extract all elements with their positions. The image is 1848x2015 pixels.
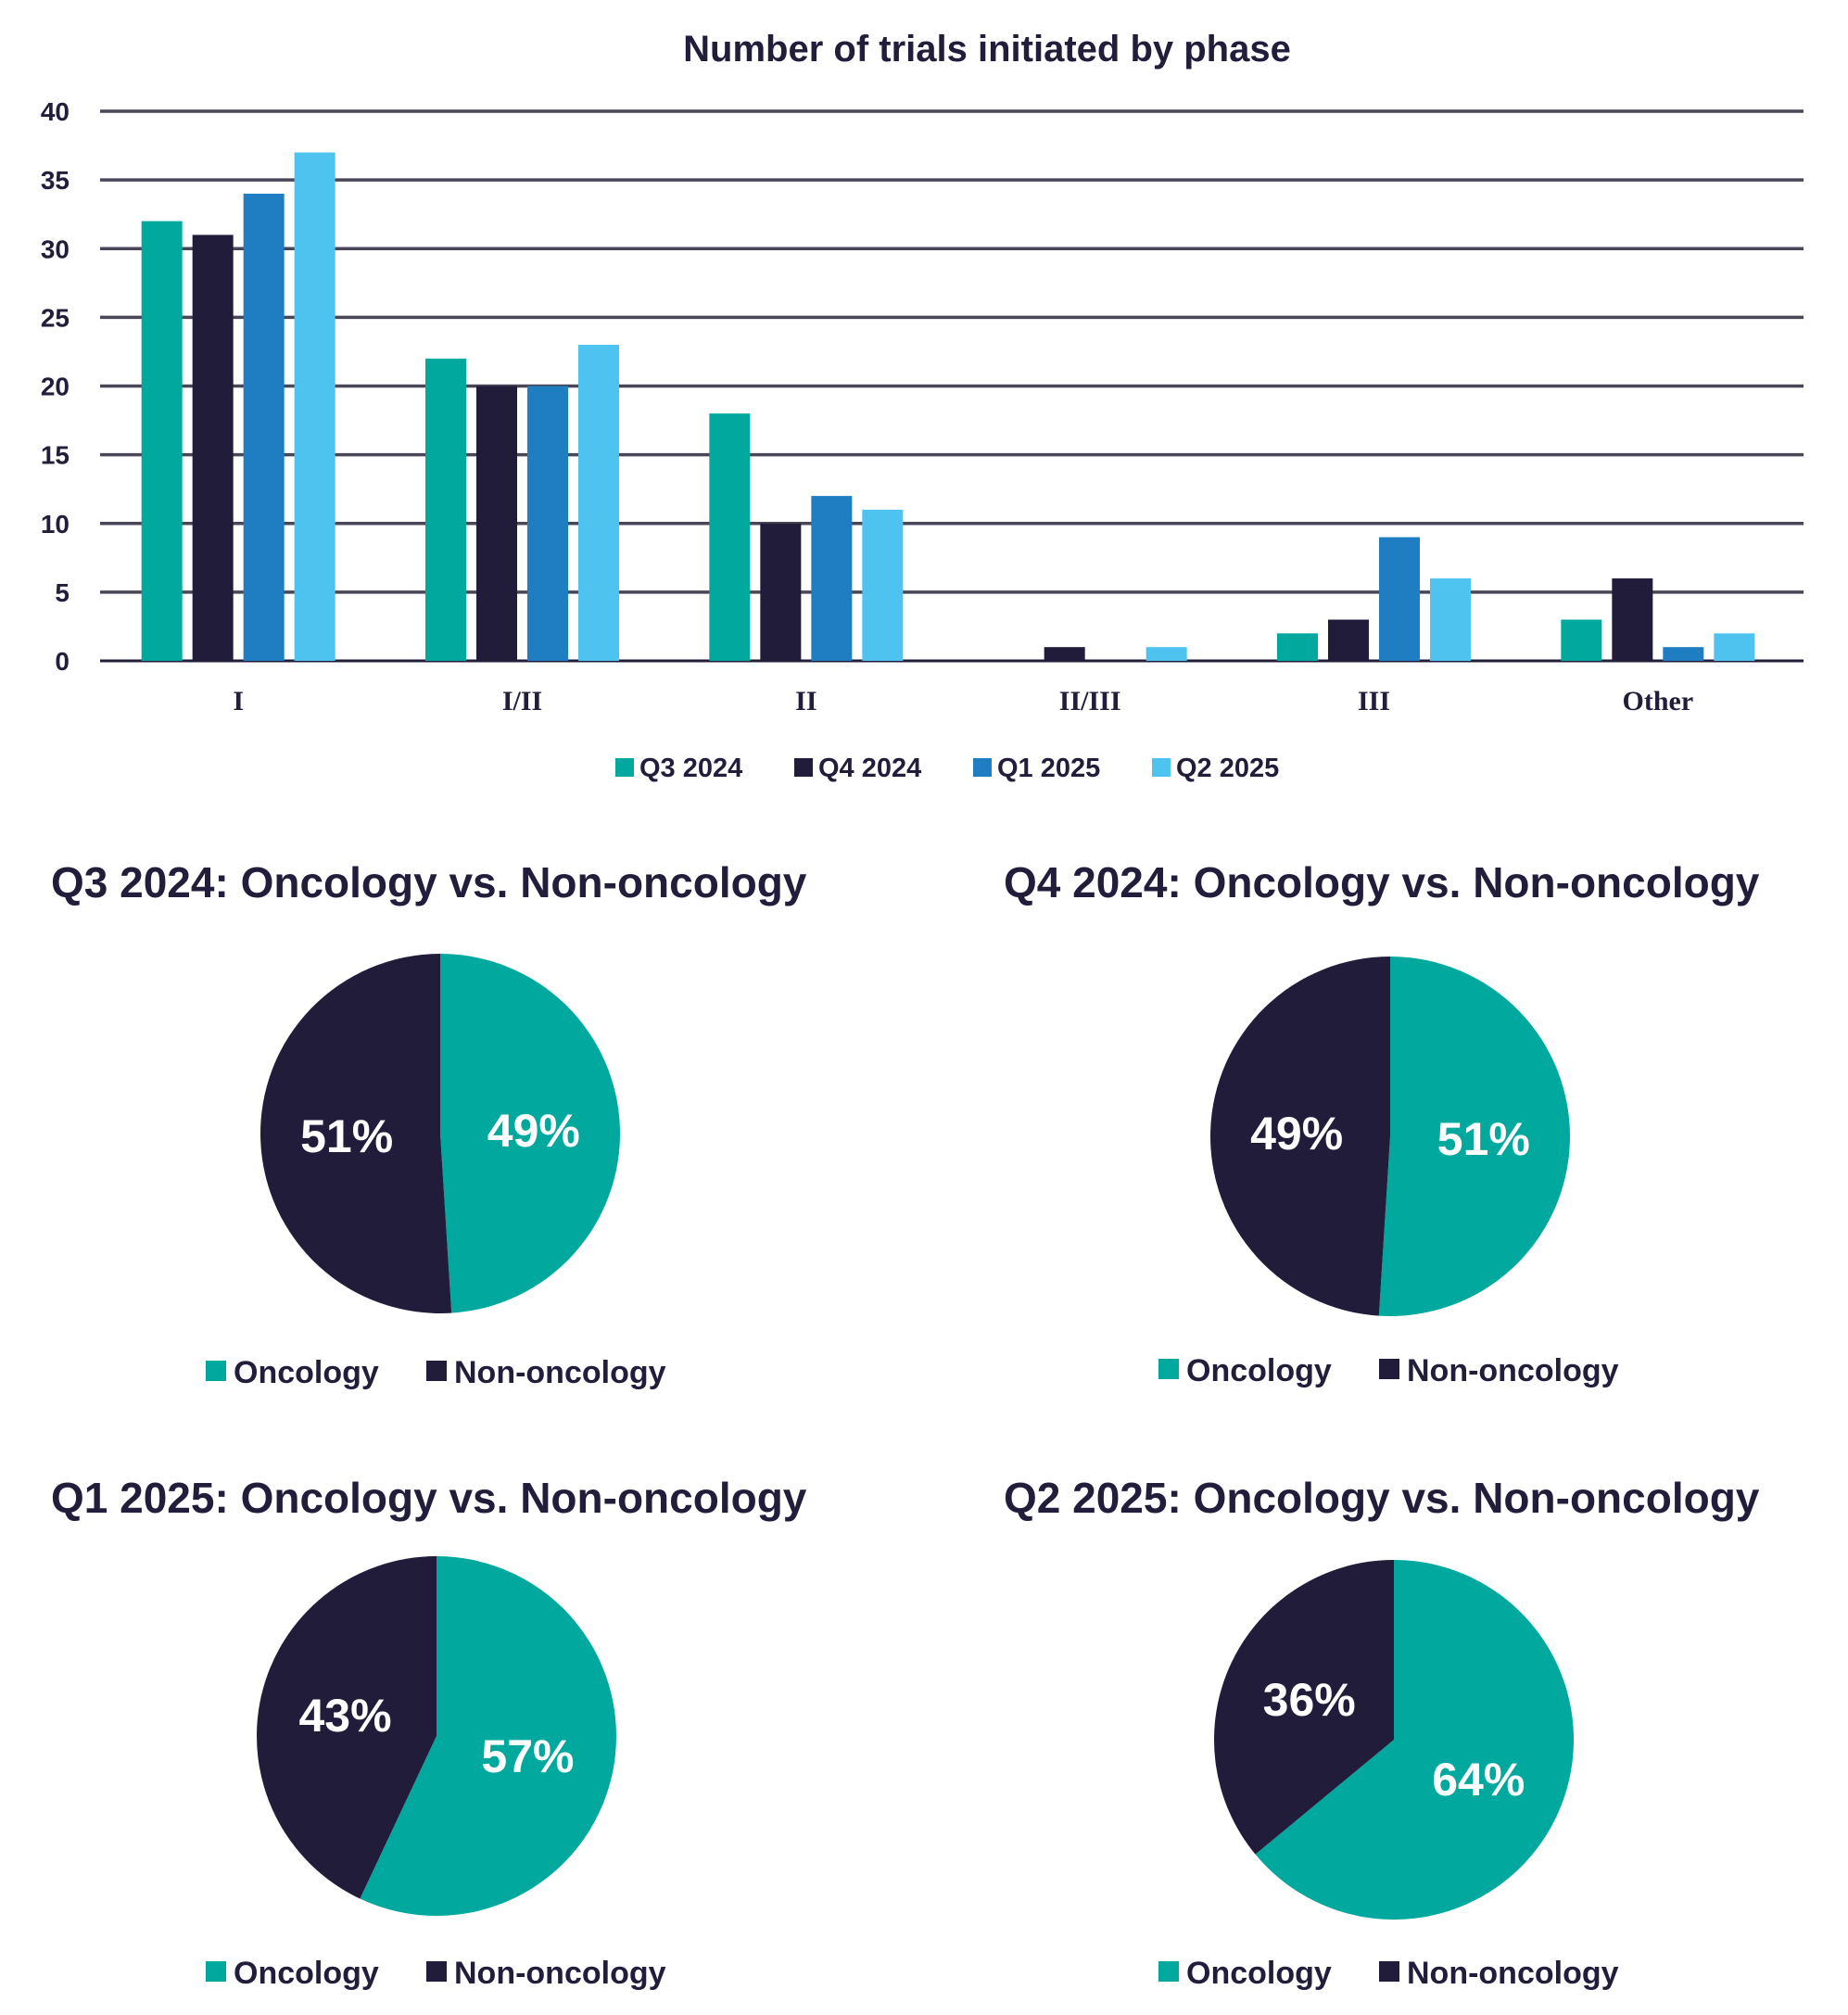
pie-legend-label: Non-oncology <box>454 1355 666 1390</box>
bar-q4-2024 <box>192 234 234 662</box>
pie-slice-label: 51% <box>300 1110 393 1162</box>
pie-slice-label: 49% <box>1250 1108 1343 1160</box>
pie-slice-label: 57% <box>481 1730 574 1782</box>
pie-legend-swatch <box>426 1961 447 1982</box>
legend-label: Q3 2024 <box>639 754 742 783</box>
x-tick-label: II/III <box>1059 686 1121 716</box>
pie-slice-oncology <box>440 954 621 1313</box>
pie-legend-swatch <box>1158 1359 1179 1379</box>
bar-chart-grid: 0 5 10 15 20 25 30 35 40 <box>41 97 1804 676</box>
bar-q4-2024 <box>760 523 802 661</box>
pie-legend-label: Oncology <box>1186 1956 1332 1991</box>
pie-legend-label: Oncology <box>1186 1353 1332 1388</box>
bar-q1-2025 <box>527 386 568 661</box>
pie-legend-swatch <box>206 1961 226 1982</box>
pie-title: Q1 2025: Oncology vs. Non-oncology <box>51 1474 807 1522</box>
pie-slice-label: 64% <box>1432 1754 1525 1806</box>
bar-q3-2024 <box>1561 619 1602 661</box>
pie-legend-swatch <box>1379 1961 1399 1982</box>
bar-chart-legend: Q3 2024 Q4 2024 Q1 2025 Q2 2025 <box>615 754 1279 783</box>
bar-q4-2024 <box>1612 578 1653 661</box>
legend-swatch <box>1152 758 1171 777</box>
pie-legend-label: Oncology <box>234 1355 379 1390</box>
x-tick-label: Other <box>1623 686 1694 716</box>
bar-chart-title: Number of trials initiated by phase <box>683 29 1291 70</box>
pie-legend-swatch <box>426 1361 447 1381</box>
pie-slice-oncology <box>360 1556 617 1916</box>
pie-slice-label: 51% <box>1437 1113 1530 1165</box>
bar-q1-2025 <box>1663 647 1704 661</box>
pie-legend-label: Non-oncology <box>1407 1956 1619 1991</box>
pie-slice-non-oncology <box>257 1556 437 1899</box>
pie-legend-label: Non-oncology <box>454 1956 666 1991</box>
pie-title: Q2 2025: Oncology vs. Non-oncology <box>1004 1474 1760 1522</box>
pie-slice-oncology <box>1255 1560 1574 1920</box>
legend-label: Q4 2024 <box>818 754 921 783</box>
bar-chart-bars <box>141 152 1755 662</box>
pie-charts: Q3 2024: Oncology vs. Non-oncology 49% 51%… <box>51 858 1760 1991</box>
pie-chart: Q1 2025: Oncology vs. Non-oncology 57% 43%… <box>51 1474 807 1991</box>
pie-slice-non-oncology <box>1209 957 1390 1316</box>
bar-q3-2024 <box>141 221 183 661</box>
pie-title: Q3 2024: Oncology vs. Non-oncology <box>51 858 807 906</box>
pie-legend-swatch <box>206 1361 226 1381</box>
bar-q2-2025 <box>1430 578 1471 661</box>
y-tick-label: 10 <box>41 510 70 539</box>
bar-q4-2024 <box>1044 647 1085 661</box>
bar-q3-2024 <box>1277 633 1318 661</box>
legend-label: Q2 2025 <box>1176 754 1279 783</box>
pie-chart: Q2 2025: Oncology vs. Non-oncology 64% 36%… <box>1004 1474 1760 1991</box>
pie-slice-label: 43% <box>299 1690 392 1742</box>
pie-title: Q4 2024: Oncology vs. Non-oncology <box>1004 858 1760 906</box>
y-tick-label: 35 <box>41 166 70 195</box>
legend-swatch <box>794 758 813 777</box>
bar-q4-2024 <box>476 386 517 661</box>
pie-legend-swatch <box>1158 1961 1179 1982</box>
pie-slice-non-oncology <box>1214 1559 1394 1855</box>
y-tick-label: 25 <box>41 303 70 332</box>
bar-q1-2025 <box>243 193 285 661</box>
pie-slice-non-oncology <box>260 954 452 1313</box>
x-tick-label: II <box>795 686 816 716</box>
pie-slice-label: 49% <box>487 1105 580 1157</box>
bar-q2-2025 <box>1714 633 1755 661</box>
bar-q3-2024 <box>425 358 466 661</box>
x-tick-label: III <box>1358 686 1390 716</box>
bar-q2-2025 <box>578 345 619 661</box>
legend-swatch <box>973 758 992 777</box>
pie-slice-oncology <box>1378 957 1570 1316</box>
y-tick-label: 15 <box>41 441 70 470</box>
y-tick-label: 30 <box>41 234 70 263</box>
x-tick-label: I/II <box>502 686 542 716</box>
bar-q2-2025 <box>862 509 904 661</box>
bar-q3-2024 <box>709 413 751 661</box>
bar-q1-2025 <box>811 496 853 661</box>
x-tick-label: I <box>233 686 244 716</box>
y-tick-label: 0 <box>55 647 70 676</box>
y-tick-label: 40 <box>41 97 70 126</box>
bar-q4-2024 <box>1328 619 1369 661</box>
bar-q1-2025 <box>1379 537 1420 661</box>
legend-label: Q1 2025 <box>997 754 1100 783</box>
y-tick-label: 20 <box>41 373 70 401</box>
bar-q2-2025 <box>1146 647 1187 661</box>
bar-q2-2025 <box>294 152 335 662</box>
pie-legend-label: Non-oncology <box>1407 1353 1619 1388</box>
bar-chart-x-labels: I I/II II II/III III Other <box>233 686 1693 716</box>
pie-chart: Q3 2024: Oncology vs. Non-oncology 49% 51%… <box>51 858 807 1390</box>
pie-chart: Q4 2024: Oncology vs. Non-oncology 51% 49%… <box>1004 858 1760 1388</box>
pie-legend-swatch <box>1379 1359 1399 1379</box>
y-tick-label: 5 <box>55 578 70 607</box>
pie-slice-label: 36% <box>1263 1674 1356 1726</box>
legend-swatch <box>615 758 634 777</box>
pie-legend-label: Oncology <box>234 1956 379 1991</box>
